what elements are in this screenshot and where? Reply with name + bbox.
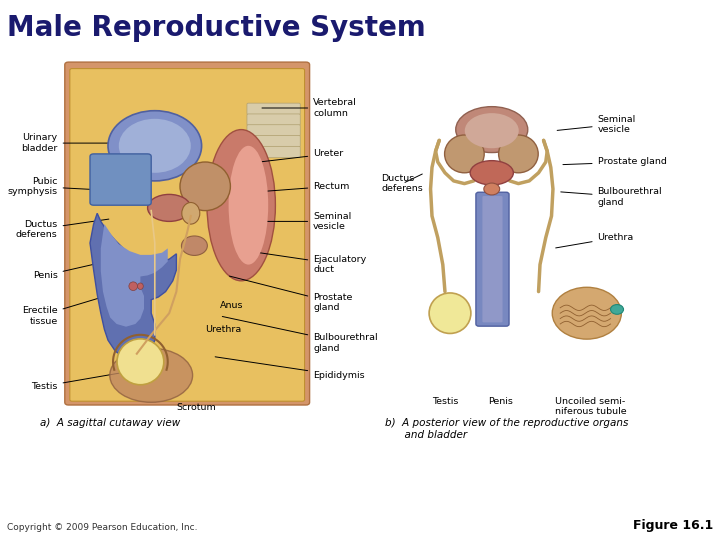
Ellipse shape [138, 283, 143, 289]
Ellipse shape [444, 135, 485, 173]
FancyBboxPatch shape [65, 62, 310, 405]
Polygon shape [101, 224, 168, 327]
Ellipse shape [181, 202, 200, 224]
Ellipse shape [148, 194, 191, 221]
Ellipse shape [180, 162, 230, 211]
Ellipse shape [109, 348, 193, 402]
Text: Penis: Penis [488, 397, 513, 406]
Ellipse shape [207, 130, 276, 281]
Text: Figure 16.1: Figure 16.1 [633, 519, 713, 532]
FancyBboxPatch shape [247, 114, 300, 125]
Circle shape [181, 236, 207, 255]
Text: Urethra: Urethra [556, 233, 634, 248]
Text: Testis: Testis [432, 397, 458, 406]
Text: Vertebral
column: Vertebral column [262, 98, 357, 118]
Text: Erectile
tissue: Erectile tissue [22, 295, 109, 326]
FancyBboxPatch shape [70, 69, 305, 401]
Ellipse shape [429, 293, 471, 333]
Text: Scrotum: Scrotum [176, 403, 216, 412]
FancyBboxPatch shape [90, 154, 151, 205]
FancyBboxPatch shape [247, 103, 300, 114]
Text: Ureter: Ureter [262, 150, 343, 161]
Ellipse shape [228, 146, 268, 265]
Text: Ductus
deferens: Ductus deferens [16, 219, 109, 239]
Text: Ejaculatory
duct: Ejaculatory duct [251, 252, 366, 274]
Text: Rectum: Rectum [262, 182, 350, 192]
Text: Bulbourethral
gland: Bulbourethral gland [561, 187, 662, 207]
FancyBboxPatch shape [482, 196, 503, 322]
Polygon shape [90, 213, 176, 359]
Text: Testis: Testis [31, 373, 120, 390]
FancyBboxPatch shape [247, 136, 300, 147]
Text: Bulbourethral
gland: Bulbourethral gland [222, 316, 378, 353]
Text: Urethra: Urethra [205, 325, 241, 334]
Circle shape [611, 305, 624, 314]
FancyBboxPatch shape [247, 125, 300, 136]
Ellipse shape [498, 135, 538, 173]
Text: a)  A sagittal cutaway view: a) A sagittal cutaway view [40, 418, 180, 429]
Text: Seminal
vesicle: Seminal vesicle [557, 114, 636, 134]
FancyBboxPatch shape [247, 146, 300, 158]
Text: Penis: Penis [32, 262, 102, 280]
Ellipse shape [456, 107, 528, 152]
Circle shape [552, 287, 621, 339]
Ellipse shape [108, 111, 202, 181]
Text: Prostate gland: Prostate gland [563, 158, 667, 166]
Ellipse shape [484, 183, 500, 195]
Text: Uncoiled semi-
niferous tubule: Uncoiled semi- niferous tubule [554, 397, 626, 416]
Text: Epididymis: Epididymis [215, 357, 365, 380]
Text: Anus: Anus [220, 301, 243, 309]
Ellipse shape [119, 119, 191, 173]
Ellipse shape [129, 282, 138, 291]
Text: Prostate
gland: Prostate gland [230, 276, 353, 312]
Text: b)  A posterior view of the reproductive organs
      and bladder: b) A posterior view of the reproductive … [385, 418, 629, 440]
Text: Copyright © 2009 Pearson Education, Inc.: Copyright © 2009 Pearson Education, Inc. [7, 523, 198, 532]
FancyBboxPatch shape [476, 192, 509, 326]
Ellipse shape [465, 113, 518, 148]
Ellipse shape [470, 160, 513, 185]
Text: Ductus
deferens: Ductus deferens [382, 174, 423, 193]
Text: Male Reproductive System: Male Reproductive System [7, 14, 426, 42]
Text: Seminal
vesicle: Seminal vesicle [258, 212, 351, 231]
Ellipse shape [117, 339, 164, 384]
Text: Urinary
bladder: Urinary bladder [21, 133, 123, 153]
Text: Pubic
symphysis: Pubic symphysis [7, 177, 102, 196]
